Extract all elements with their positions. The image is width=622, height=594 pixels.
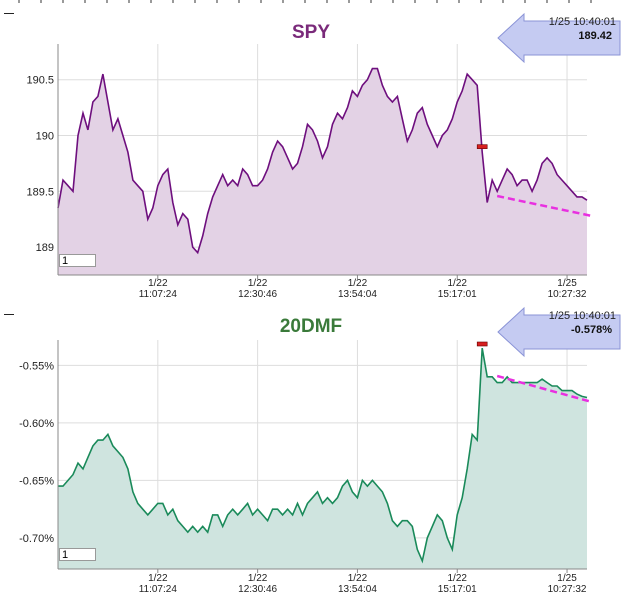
- last-value-callout: 1/25 10:40:01 -0.578%: [496, 306, 622, 358]
- series-area: [58, 68, 587, 275]
- x-tick-date: 1/22: [248, 278, 268, 289]
- strip-tick: [18, 0, 20, 3]
- y-tick-label: 189.5: [26, 186, 54, 198]
- strip-tick: [414, 0, 416, 3]
- dmf-chart-plot: -0.55%-0.60%-0.65%-0.70%1/2211:07:241/22…: [19, 340, 593, 594]
- x-tick-time: 11:07:24: [139, 289, 178, 300]
- strip-tick: [568, 0, 570, 3]
- x-tick-time: 12:30:46: [238, 289, 277, 300]
- range-input[interactable]: 1: [59, 548, 96, 561]
- strip-tick: [238, 0, 240, 3]
- strip-tick: [194, 0, 196, 3]
- x-tick-time: 10:27:32: [548, 584, 587, 594]
- session-break-marker: [476, 341, 488, 347]
- strip-tick: [524, 0, 526, 3]
- x-tick-date: 1/22: [148, 573, 168, 584]
- x-tick-date: 1/25: [557, 573, 577, 584]
- x-tick-time: 11:07:24: [139, 584, 178, 594]
- callout-time: 1/25 10:40:01: [548, 310, 616, 322]
- x-tick-date: 1/22: [348, 278, 368, 289]
- chart-title: 20DMF: [279, 316, 343, 337]
- strip-tick: [458, 0, 460, 3]
- y-tick-label: 189: [36, 242, 54, 254]
- strip-tick: [62, 0, 64, 3]
- spy-chart-plot: 190.5190189.51891/2211:07:241/2212:30:46…: [26, 44, 593, 300]
- strip-tick: [282, 0, 284, 3]
- series-line: [58, 347, 588, 564]
- chart-title: SPY: [291, 22, 331, 43]
- x-tick-time: 13:54:04: [338, 289, 377, 300]
- strip-tick: [84, 0, 86, 3]
- strip-tick: [370, 0, 372, 3]
- session-break-marker: [476, 144, 488, 149]
- range-input[interactable]: 1: [59, 254, 96, 267]
- y-tick-label: -0.70%: [19, 533, 54, 545]
- y-tick-label: -0.65%: [19, 475, 54, 487]
- y-tick-label: 190: [36, 131, 54, 143]
- callout-time: 1/25 10:40:01: [548, 16, 616, 28]
- strip-tick: [436, 0, 438, 3]
- panel-collapse-mark[interactable]: [4, 13, 14, 14]
- x-tick-time: 15:17:01: [438, 289, 477, 300]
- y-tick-label: 190.5: [26, 75, 54, 87]
- series-line: [57, 67, 588, 255]
- strip-tick: [128, 0, 130, 3]
- x-tick-date: 1/25: [557, 278, 577, 289]
- dmf-chart-panel: 20DMF -0.55% -0.60% -0.65% -0.70% 1/22 11:07:…: [0, 304, 622, 594]
- strip-tick: [546, 0, 548, 3]
- strip-tick: [150, 0, 152, 3]
- callout-value: 189.42: [578, 30, 612, 42]
- strip-tick: [304, 0, 306, 3]
- strip-tick: [502, 0, 504, 3]
- strip-tick: [106, 0, 108, 3]
- strip-tick: [326, 0, 328, 3]
- panel-collapse-mark[interactable]: [4, 314, 14, 315]
- strip-tick: [260, 0, 262, 3]
- x-tick-time: 12:30:46: [238, 584, 277, 594]
- strip-tick: [172, 0, 174, 3]
- last-value-callout: 1/25 10:40:01 189.42: [496, 12, 622, 64]
- strip-tick: [348, 0, 350, 3]
- strip-tick: [480, 0, 482, 3]
- x-tick-date: 1/22: [448, 573, 468, 584]
- x-tick-date: 1/22: [348, 573, 368, 584]
- x-tick-date: 1/22: [148, 278, 168, 289]
- x-tick-date: 1/22: [248, 573, 268, 584]
- callout-value: -0.578%: [571, 324, 612, 336]
- top-timeline-strip: [0, 0, 622, 8]
- strip-tick: [392, 0, 394, 3]
- spy-chart-panel: SPY 190.5 190 189.5 189 1/22 11:07:24 1/22 12:3…: [0, 8, 622, 300]
- trend-line: [496, 374, 593, 404]
- y-tick-label: -0.60%: [19, 418, 54, 430]
- x-tick-date: 1/22: [448, 278, 468, 289]
- strip-tick: [590, 0, 592, 3]
- y-tick-label: -0.55%: [19, 360, 54, 372]
- x-tick-time: 10:27:32: [548, 289, 587, 300]
- x-tick-time: 13:54:04: [338, 584, 377, 594]
- series-area: [58, 348, 587, 569]
- x-tick-time: 15:17:01: [438, 584, 477, 594]
- trend-line: [496, 194, 593, 218]
- strip-tick: [40, 0, 42, 3]
- strip-tick: [216, 0, 218, 3]
